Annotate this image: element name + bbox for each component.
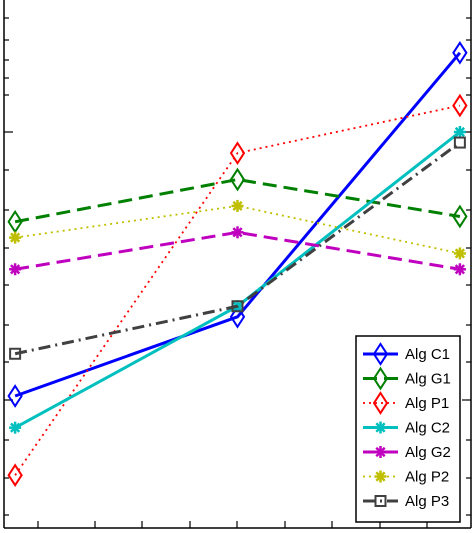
series-alg-g1 <box>7 167 468 234</box>
data-point <box>9 231 22 244</box>
data-point <box>453 247 466 260</box>
series-alg-p2 <box>9 199 466 260</box>
data-point <box>9 421 22 434</box>
legend-marker <box>372 366 389 391</box>
data-point <box>7 463 23 488</box>
series-alg-g2 <box>9 226 466 276</box>
data-point <box>231 300 244 313</box>
data-point <box>229 304 246 329</box>
data-point <box>453 126 466 138</box>
legend-label: Alg G1 <box>405 371 451 388</box>
asterisk-stroke <box>454 126 465 138</box>
legend-label: Alg P3 <box>405 493 449 510</box>
legend-label: Alg P1 <box>405 395 449 412</box>
legend-entry: Alg P2 <box>363 469 449 486</box>
diamond-marker <box>229 304 246 329</box>
asterisk-stroke <box>375 471 386 482</box>
square-marker <box>231 300 244 313</box>
data-point <box>231 226 244 239</box>
legend-entry: Alg P1 <box>363 391 449 415</box>
asterisk-stroke <box>232 200 243 212</box>
series-line <box>14 51 462 398</box>
series-lines <box>7 40 468 488</box>
legend-entry: Alg C2 <box>363 420 450 437</box>
diamond-marker <box>452 40 468 65</box>
asterisk-stroke <box>375 422 386 433</box>
legend-marker <box>372 342 389 366</box>
series-alg-c1 <box>7 40 468 408</box>
diamond-marker <box>452 204 468 229</box>
diamond-marker <box>229 167 246 192</box>
data-point <box>9 263 22 276</box>
asterisk-stroke <box>454 248 465 259</box>
data-point <box>229 141 246 165</box>
legend-label: Alg C1 <box>405 346 450 363</box>
data-point <box>452 204 468 229</box>
legend-entry: Alg G2 <box>363 444 451 461</box>
data-point <box>231 199 244 212</box>
data-point <box>452 40 468 65</box>
legend-label: Alg G2 <box>405 444 451 461</box>
square-marker <box>9 347 22 360</box>
asterisk-stroke <box>232 227 243 238</box>
axes <box>3 0 472 529</box>
series-line <box>14 230 461 271</box>
diamond-marker <box>452 93 468 118</box>
legend-entry: Alg G1 <box>363 366 451 391</box>
diamond-marker <box>7 384 23 408</box>
square-marker <box>453 136 466 149</box>
asterisk-stroke <box>375 446 386 458</box>
asterisk-stroke <box>454 264 465 275</box>
series-line <box>14 177 461 224</box>
legend-marker <box>374 446 387 458</box>
data-point <box>453 263 466 276</box>
diamond-marker <box>7 463 23 488</box>
legend-label: Alg P2 <box>405 469 449 486</box>
data-point <box>7 384 23 408</box>
data-point <box>452 93 468 118</box>
asterisk-stroke <box>10 422 21 433</box>
series-alg-p3 <box>9 136 466 360</box>
square-marker <box>374 495 387 507</box>
diamond-marker <box>372 342 389 366</box>
legend-entry: Alg C1 <box>363 342 450 366</box>
data-point <box>229 167 246 192</box>
asterisk-stroke <box>10 232 21 243</box>
legend-marker <box>374 421 387 434</box>
diamond-marker <box>229 141 246 165</box>
legend-entry: Alg P3 <box>363 493 449 510</box>
legend-label: Alg C2 <box>405 420 450 437</box>
legend-marker <box>374 495 387 507</box>
data-point <box>453 136 466 149</box>
series-line <box>14 141 461 356</box>
series-line <box>14 104 461 476</box>
series-alg-p1 <box>7 93 468 488</box>
legend-marker <box>372 391 389 415</box>
diamond-marker <box>372 366 389 391</box>
data-point <box>9 347 22 360</box>
diamond-marker <box>372 391 389 415</box>
asterisk-stroke <box>10 264 21 275</box>
legend-marker <box>374 470 387 483</box>
legend: Alg C1 Alg G1 Alg P1 Alg C2 Alg G2 Alg P2 Alg … <box>355 335 461 523</box>
